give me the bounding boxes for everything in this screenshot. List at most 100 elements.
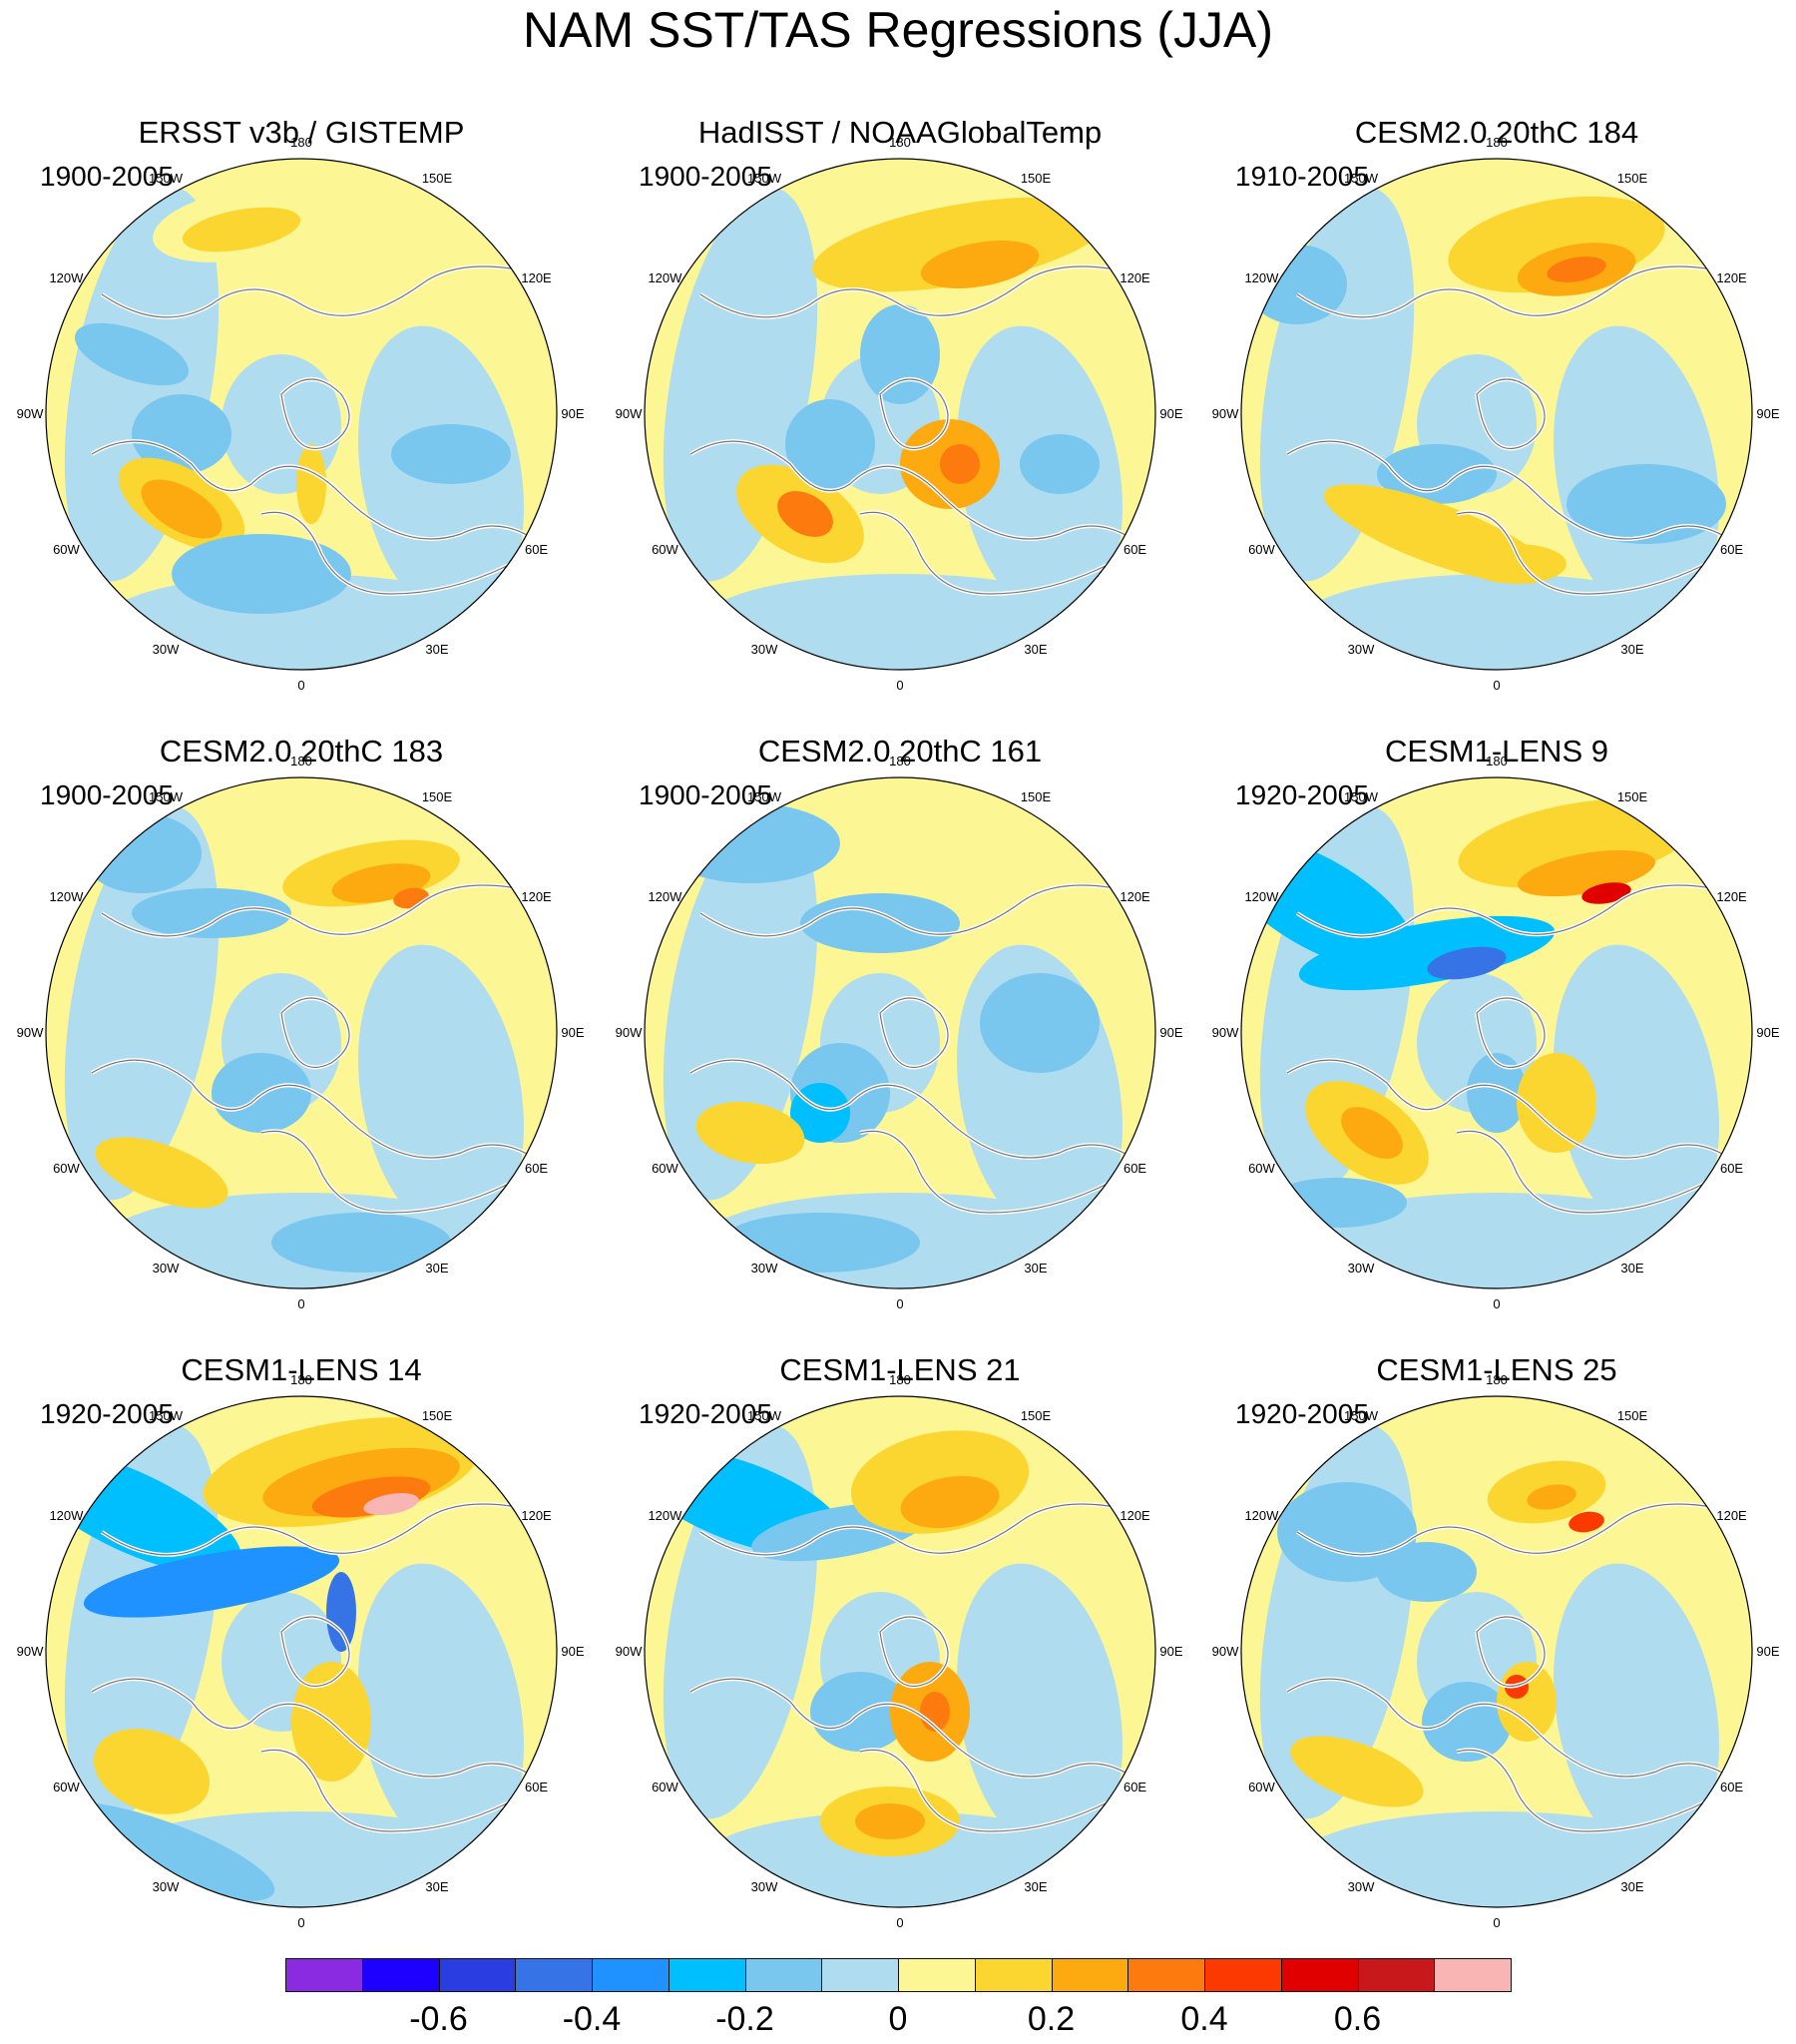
warm-anomaly-region — [812, 197, 1108, 292]
longitude-label: 120W — [1244, 889, 1279, 904]
longitude-label: 150E — [421, 789, 453, 805]
panel-period: 1920-2005 — [40, 1398, 174, 1429]
longitude-label: 90W — [1211, 406, 1239, 421]
cool-anomaly-region — [800, 893, 960, 953]
longitude-label: 90E — [561, 406, 585, 421]
panel-title: CESM2.0 20thC 183 — [159, 734, 444, 768]
longitude-label: 150W — [747, 171, 781, 187]
longitude-label: 150E — [1616, 789, 1648, 805]
polar-map — [1240, 776, 1753, 1289]
longitude-label: 90E — [1756, 406, 1780, 421]
colorbar-swatch — [285, 1958, 363, 1992]
longitude-label: 120W — [648, 270, 682, 285]
map-panel: CESM1-LENS 21 1920-2005 180 150E 120E 90E 60E 3… — [616, 1352, 1203, 1945]
map-rim — [644, 158, 1156, 671]
longitude-label: 30W — [152, 1260, 180, 1276]
cool-anomaly-region — [700, 1811, 1100, 1907]
map-rim — [1240, 1395, 1753, 1908]
longitude-label: 30W — [152, 641, 180, 657]
longitude-label: 120E — [521, 1508, 552, 1523]
longitude-label: 180 — [290, 754, 312, 768]
longitude-label: 0 — [297, 678, 305, 693]
longitude-label: 60W — [652, 542, 678, 557]
longitude-label: 90E — [1159, 1025, 1183, 1040]
cool-anomaly-region — [172, 534, 351, 614]
longitude-label: 120W — [1244, 270, 1279, 285]
longitude-label: 30E — [1024, 1878, 1048, 1894]
warm-anomaly-region — [1569, 1511, 1604, 1533]
warm-anomaly-region — [900, 1475, 1000, 1529]
colorbar-tick-label: 0.6 — [1333, 2000, 1382, 2038]
cool-anomaly-region — [1297, 574, 1696, 670]
map-rim — [45, 1395, 558, 1908]
longitude-label: 150W — [149, 171, 183, 187]
longitude-label: 180 — [889, 1372, 911, 1387]
longitude-label: 90E — [1159, 406, 1183, 421]
longitude-label: 180 — [1486, 135, 1508, 150]
longitude-label: 0 — [297, 1915, 305, 1930]
cool-anomaly-region — [1298, 915, 1556, 991]
longitude-label: 150E — [1020, 789, 1052, 805]
coastline — [91, 884, 542, 1214]
longitude-label: 90W — [615, 1025, 643, 1040]
longitude-label: 90W — [615, 1644, 643, 1659]
longitude-label: 90W — [1211, 1025, 1239, 1040]
map-rim — [644, 776, 1156, 1289]
coastline — [689, 884, 1140, 1214]
longitude-label: 0 — [896, 1296, 904, 1311]
cool-anomaly-region — [358, 1563, 524, 1860]
cool-anomaly-region — [1277, 1482, 1417, 1582]
colorbar-tick-label: -0.2 — [715, 2000, 774, 2038]
panel-title: HadISST / NOAAGlobalTemp — [697, 115, 1103, 150]
colorbar-swatch — [898, 1958, 976, 1992]
longitude-label: 30E — [1024, 641, 1048, 657]
longitude-label: 120E — [1716, 270, 1747, 285]
map-rim — [644, 1395, 1156, 1908]
map-panel: CESM2.0 20thC 184 1910-2005 180 150E 120E 90E… — [1212, 115, 1796, 708]
cool-anomaly-region — [700, 574, 1100, 670]
longitude-label: 90E — [1756, 1025, 1780, 1040]
colorbar-swatch — [744, 1958, 823, 1992]
cool-anomaly-region — [860, 304, 940, 404]
polar-map — [644, 158, 1156, 671]
warm-anomaly-region — [1527, 1484, 1576, 1510]
warm-anomaly-region — [296, 444, 326, 524]
longitude-label: 180 — [889, 754, 911, 768]
panel-title: CESM1-LENS 14 — [181, 1352, 422, 1387]
colorbar-swatch — [1280, 1958, 1359, 1992]
colorbar-swatch — [668, 1958, 746, 1992]
cool-anomaly-region — [326, 1572, 356, 1652]
cool-anomaly-region — [1467, 1053, 1527, 1133]
polar-map — [45, 158, 558, 671]
longitude-label: 30E — [425, 641, 449, 657]
longitude-label: 60E — [524, 1161, 549, 1176]
cool-anomaly-region — [1422, 1682, 1512, 1762]
colorbar-tick-label: 0.4 — [1180, 2000, 1228, 2038]
longitude-label: 90E — [561, 1644, 585, 1659]
warm-anomaly-region — [1467, 544, 1567, 584]
longitude-label: 120E — [521, 270, 552, 285]
longitude-label: 180 — [290, 1372, 312, 1387]
longitude-label: 180 — [1486, 754, 1508, 768]
panel-period: 1900-2005 — [639, 779, 772, 810]
longitude-label: 60E — [1122, 1161, 1147, 1176]
longitude-label: 180 — [1486, 1372, 1508, 1387]
cool-anomaly-region — [132, 888, 291, 938]
cool-anomaly-region — [132, 394, 231, 474]
longitude-label: 30E — [425, 1260, 449, 1276]
map-panel: CESM1-LENS 25 1920-2005 180 150E 120E 90E 60E 3… — [1212, 1352, 1796, 1945]
colorbar-swatch — [974, 1958, 1053, 1992]
longitude-label: 120W — [49, 270, 84, 285]
longitude-label: 60E — [1719, 542, 1744, 557]
longitude-label: 90W — [16, 1025, 44, 1040]
map-panel: CESM1-LENS 9 1920-2005 180 150E 120E 90E 60E 30… — [1212, 734, 1796, 1326]
map-rim — [1240, 158, 1753, 671]
cool-anomaly-region — [1567, 464, 1726, 544]
cool-anomaly-region — [1427, 946, 1507, 980]
cool-anomaly-region — [663, 805, 818, 1201]
panel-period: 1900-2005 — [639, 161, 772, 192]
longitude-label: 150E — [1020, 1408, 1052, 1424]
longitude-label: 60W — [53, 1161, 80, 1176]
panel-period: 1920-2005 — [1235, 1398, 1369, 1429]
coastline — [91, 265, 542, 595]
